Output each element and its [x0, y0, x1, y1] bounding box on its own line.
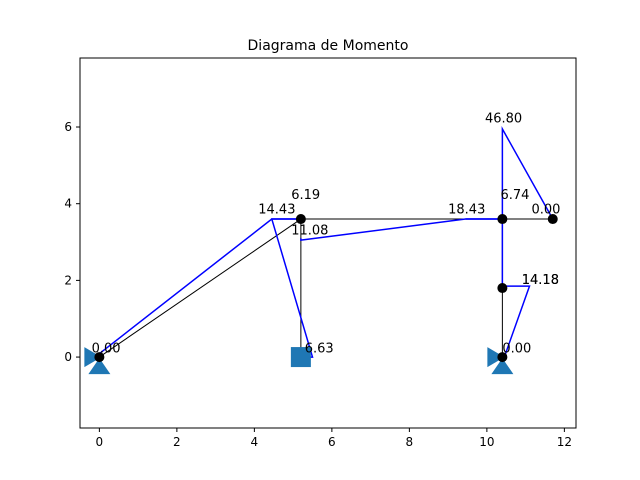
support-roller-marker-2 — [487, 347, 505, 368]
moment-label-11: 0.00 — [502, 341, 531, 356]
support-pin-marker-2 — [491, 358, 514, 375]
y-tick-label-3: 6 — [64, 120, 72, 134]
moment-label-7: 0.00 — [531, 202, 560, 217]
moment-label-8: 46.80 — [485, 111, 522, 126]
node-4 — [497, 283, 508, 294]
moment-label-4: 6.63 — [305, 341, 334, 356]
x-tick-label-2: 4 — [251, 435, 259, 449]
moment-line-2 — [300, 218, 503, 241]
y-tick-label-0: 0 — [64, 350, 72, 364]
moment-label-9: 14.18 — [522, 273, 559, 288]
plot-area: 0.0014.436.1911.086.6318.436.740.0046.80… — [84, 111, 560, 375]
axes-frame — [79, 57, 577, 429]
support-pin-marker-0 — [88, 358, 111, 375]
x-tick-label-1: 2 — [173, 435, 181, 449]
moment-label-0: 0.00 — [92, 341, 121, 356]
node-1 — [295, 214, 306, 225]
moment-label-5: 18.43 — [448, 202, 485, 217]
chart-title: Diagrama de Momento — [248, 38, 409, 54]
y-tick-label-2: 4 — [64, 197, 72, 211]
node-5 — [497, 352, 508, 363]
support-roller-marker-0 — [84, 347, 102, 368]
node-0 — [94, 352, 105, 363]
moment-label-3: 11.08 — [291, 223, 328, 238]
node-2 — [497, 214, 508, 225]
moment-label-10: 14.18 — [522, 273, 559, 288]
x-tick-label-0: 0 — [96, 435, 104, 449]
x-tick-label-5: 10 — [479, 435, 494, 449]
x-tick-label-6: 12 — [557, 435, 572, 449]
y-tick-label-1: 2 — [64, 273, 72, 287]
support-fixed-marker-1 — [290, 347, 311, 368]
x-tick-label-4: 8 — [406, 435, 414, 449]
x-tick-label-3: 6 — [328, 435, 336, 449]
axes: 0 2 4 6 8 10 12 0 2 4 6 — [64, 57, 577, 449]
moment-label-1: 14.43 — [258, 202, 295, 217]
structure-member-0 — [99, 218, 302, 358]
moment-label-2: 6.19 — [291, 188, 320, 203]
node-3 — [547, 214, 558, 225]
moment-label-6: 6.74 — [500, 188, 529, 203]
